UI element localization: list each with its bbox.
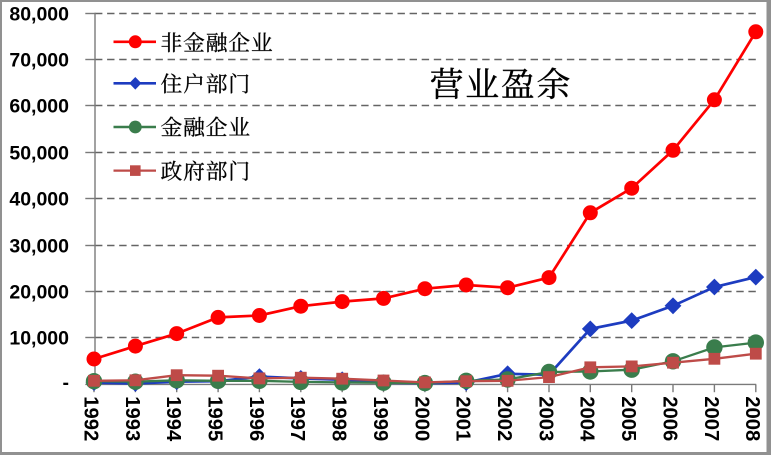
svg-text:2006: 2006 (658, 396, 680, 441)
svg-text:80,000: 80,000 (9, 4, 69, 26)
svg-text:1993: 1993 (121, 396, 143, 441)
svg-text:2000: 2000 (410, 396, 432, 441)
svg-text:70,000: 70,000 (9, 50, 69, 72)
svg-text:50,000: 50,000 (9, 143, 69, 165)
svg-text:1998: 1998 (328, 396, 350, 441)
svg-text:10,000: 10,000 (9, 328, 69, 350)
svg-text:40,000: 40,000 (9, 189, 69, 211)
svg-text:2005: 2005 (617, 396, 639, 441)
svg-text:2002: 2002 (493, 396, 515, 441)
svg-text:20,000: 20,000 (9, 282, 69, 304)
svg-text:2003: 2003 (534, 396, 556, 441)
svg-text:-: - (63, 372, 70, 394)
svg-text:2008: 2008 (741, 396, 763, 441)
svg-text:2007: 2007 (700, 396, 722, 441)
svg-text:1992: 1992 (79, 396, 101, 441)
svg-text:1995: 1995 (204, 396, 226, 441)
svg-text:30,000: 30,000 (9, 236, 69, 258)
svg-text:1996: 1996 (245, 396, 267, 441)
svg-text:1994: 1994 (162, 396, 184, 442)
svg-text:1997: 1997 (286, 396, 308, 441)
svg-text:1999: 1999 (369, 396, 391, 441)
svg-text:2004: 2004 (576, 396, 598, 442)
svg-text:60,000: 60,000 (9, 96, 69, 118)
svg-text:2001: 2001 (452, 396, 474, 441)
